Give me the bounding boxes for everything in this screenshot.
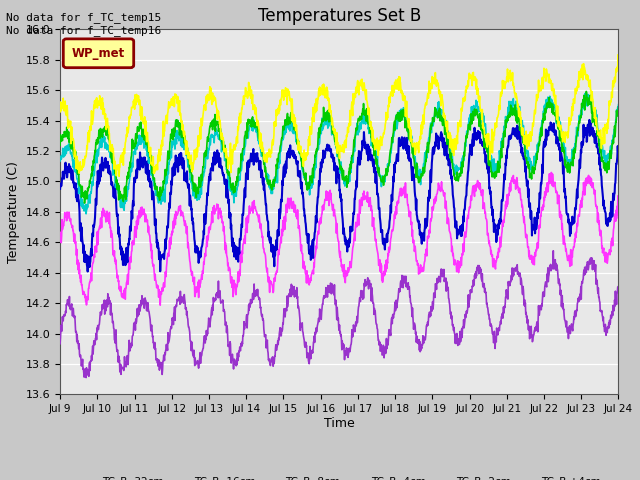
Title: Temperatures Set B: Temperatures Set B [258, 7, 421, 25]
X-axis label: Time: Time [324, 417, 355, 430]
Legend: TC_B -32cm, TC_B -16cm, TC_B -8cm, TC_B -4cm, TC_B -2cm, TC_B +4cm: TC_B -32cm, TC_B -16cm, TC_B -8cm, TC_B … [74, 472, 605, 480]
Text: No data for f_TC_temp16: No data for f_TC_temp16 [6, 25, 162, 36]
Y-axis label: Temperature (C): Temperature (C) [7, 161, 20, 263]
Text: WP_met: WP_met [72, 47, 125, 60]
Text: No data for f_TC_temp15: No data for f_TC_temp15 [6, 12, 162, 23]
